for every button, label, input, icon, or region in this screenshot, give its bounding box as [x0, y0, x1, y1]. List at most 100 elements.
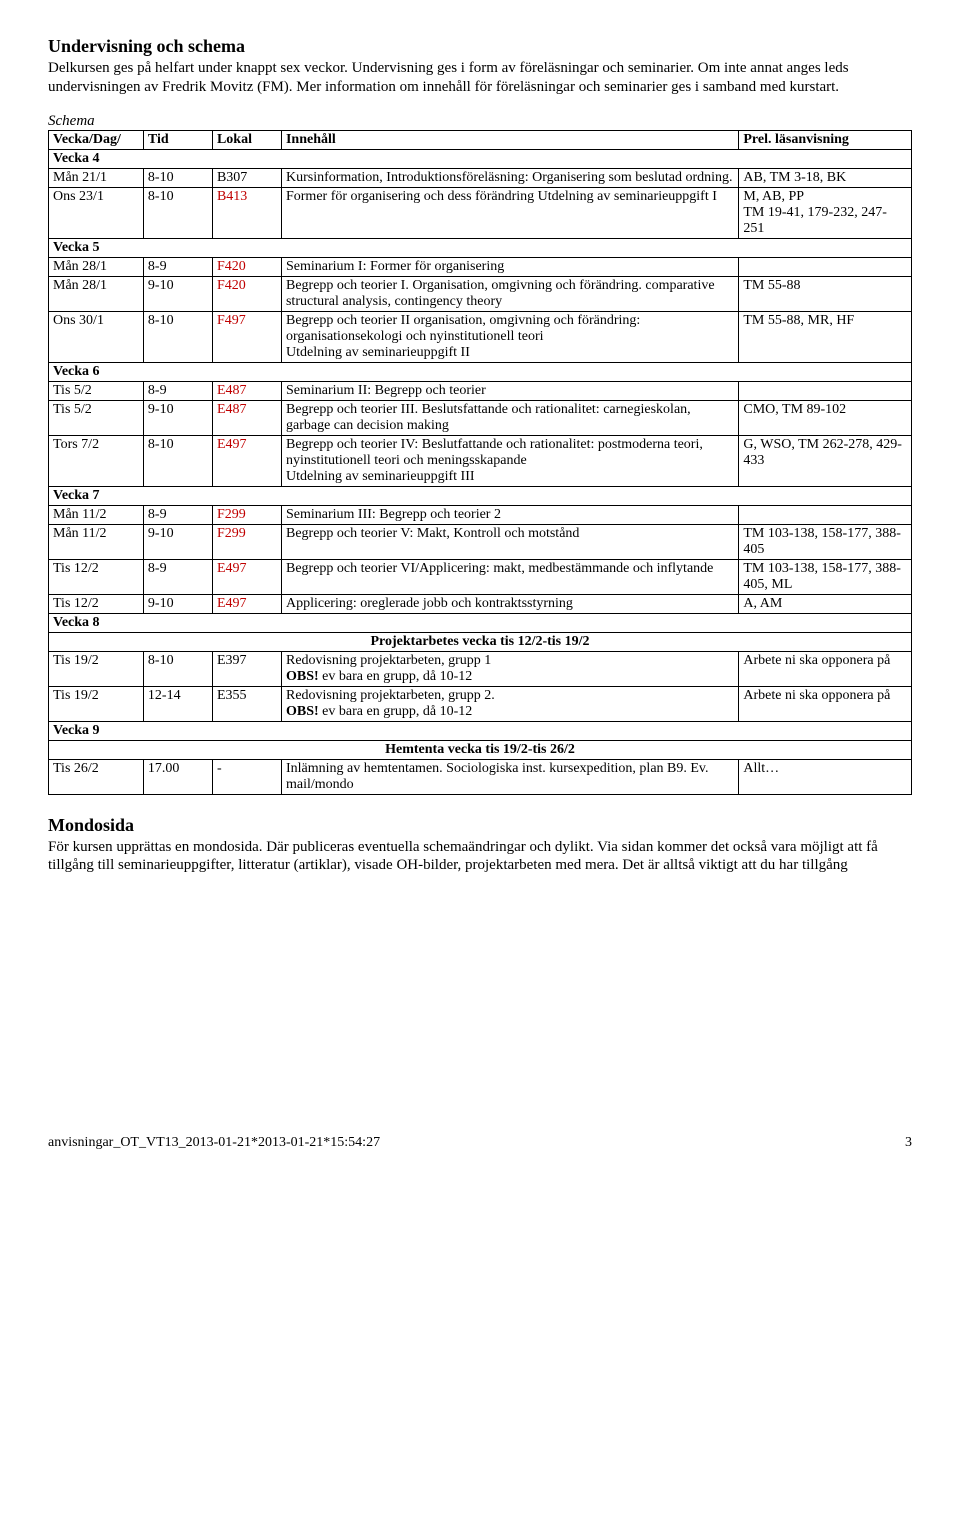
table-row: Tis 19/212-14E355Redovisning projektarbe…	[49, 686, 912, 721]
cell-tid: 8-10	[143, 651, 212, 686]
table-header-row: Vecka/Dag/ Tid Lokal Innehåll Prel. läsa…	[49, 130, 912, 149]
table-row: Vecka 5	[49, 238, 912, 257]
cell-prel: TM 103-138, 158-177, 388-405	[739, 524, 912, 559]
table-row: Vecka 8	[49, 613, 912, 632]
table-row: Tis 19/28-10E397Redovisning projektarbet…	[49, 651, 912, 686]
cell-date: Tis 5/2	[49, 381, 144, 400]
cell-date: Tis 19/2	[49, 651, 144, 686]
table-row: Mån 21/18-10B307Kursinformation, Introdu…	[49, 168, 912, 187]
cell-lokal: F299	[212, 505, 281, 524]
outro-text: För kursen upprättas en mondosida. Där p…	[48, 838, 912, 876]
col-header: Innehåll	[281, 130, 738, 149]
cell-tid: 9-10	[143, 524, 212, 559]
cell-lokal: B307	[212, 168, 281, 187]
cell-prel: Arbete ni ska opponera på	[739, 651, 912, 686]
cell-inneh: Kursinformation, Introduktionsföreläsnin…	[281, 168, 738, 187]
cell-inneh: Redovisning projektarbeten, grupp 2.OBS!…	[281, 686, 738, 721]
cell-date: Mån 21/1	[49, 168, 144, 187]
cell-tid: 9-10	[143, 594, 212, 613]
cell-date: Ons 23/1	[49, 187, 144, 238]
table-row: Tis 12/29-10E497Applicering: oreglerade …	[49, 594, 912, 613]
cell-prel: AB, TM 3-18, BK	[739, 168, 912, 187]
schema-label: Schema	[48, 113, 912, 130]
cell-lokal: F299	[212, 524, 281, 559]
col-header: Tid	[143, 130, 212, 149]
week-label: Vecka 6	[49, 362, 912, 381]
cell-tid: 9-10	[143, 276, 212, 311]
table-row: Mån 28/18-9F420Seminarium I: Former för …	[49, 257, 912, 276]
cell-inneh: Seminarium III: Begrepp och teorier 2	[281, 505, 738, 524]
cell-prel: TM 103-138, 158-177, 388-405, ML	[739, 559, 912, 594]
table-row: Ons 23/18-10B413Former för organisering …	[49, 187, 912, 238]
cell-inneh: Redovisning projektarbeten, grupp 1OBS! …	[281, 651, 738, 686]
intro-text: Delkursen ges på helfart under knappt se…	[48, 59, 912, 97]
cell-lokal: E497	[212, 559, 281, 594]
cell-inneh: Begrepp och teorier VI/Applicering: makt…	[281, 559, 738, 594]
cell-date: Tis 19/2	[49, 686, 144, 721]
cell-inneh: Seminarium II: Begrepp och teorier	[281, 381, 738, 400]
table-row: Tis 12/28-9E497Begrepp och teorier VI/Ap…	[49, 559, 912, 594]
week-label: Vecka 9	[49, 721, 912, 740]
cell-inneh: Begrepp och teorier I. Organisation, omg…	[281, 276, 738, 311]
cell-lokal: -	[212, 759, 281, 794]
section-label: Projektarbetes vecka tis 12/2-tis 19/2	[49, 632, 912, 651]
cell-prel: TM 55-88	[739, 276, 912, 311]
page-footer: anvisningar_OT_VT13_2013-01-21*2013-01-2…	[48, 1135, 912, 1151]
cell-date: Mån 28/1	[49, 276, 144, 311]
cell-lokal: E497	[212, 435, 281, 486]
col-header: Prel. läsanvisning	[739, 130, 912, 149]
week-label: Vecka 8	[49, 613, 912, 632]
section-heading: Mondosida	[48, 815, 912, 836]
cell-inneh: Begrepp och teorier II organisation, omg…	[281, 311, 738, 362]
cell-tid: 8-9	[143, 559, 212, 594]
week-label: Vecka 7	[49, 486, 912, 505]
table-row: Hemtenta vecka tis 19/2-tis 26/2	[49, 740, 912, 759]
cell-prel: TM 55-88, MR, HF	[739, 311, 912, 362]
cell-lokal: F420	[212, 276, 281, 311]
week-label: Vecka 4	[49, 149, 912, 168]
table-row: Vecka 4	[49, 149, 912, 168]
col-header: Vecka/Dag/	[49, 130, 144, 149]
cell-prel: G, WSO, TM 262-278, 429-433	[739, 435, 912, 486]
footer-right: 3	[905, 1135, 912, 1151]
cell-inneh: Inlämning av hemtentamen. Sociologiska i…	[281, 759, 738, 794]
cell-prel: M, AB, PPTM 19-41, 179-232, 247-251	[739, 187, 912, 238]
cell-lokal: E397	[212, 651, 281, 686]
cell-tid: 8-10	[143, 435, 212, 486]
cell-date: Tis 26/2	[49, 759, 144, 794]
cell-date: Tis 12/2	[49, 559, 144, 594]
schedule-table: Vecka/Dag/ Tid Lokal Innehåll Prel. läsa…	[48, 130, 912, 795]
table-row: Tis 5/29-10E487Begrepp och teorier III. …	[49, 400, 912, 435]
cell-date: Tis 12/2	[49, 594, 144, 613]
table-row: Vecka 6	[49, 362, 912, 381]
cell-inneh: Applicering: oreglerade jobb och kontrak…	[281, 594, 738, 613]
cell-prel	[739, 381, 912, 400]
cell-tid: 12-14	[143, 686, 212, 721]
cell-lokal: E487	[212, 400, 281, 435]
week-label: Vecka 5	[49, 238, 912, 257]
cell-lokal: F420	[212, 257, 281, 276]
cell-tid: 8-10	[143, 311, 212, 362]
table-row: Vecka 9	[49, 721, 912, 740]
cell-tid: 17.00	[143, 759, 212, 794]
cell-date: Ons 30/1	[49, 311, 144, 362]
cell-lokal: E487	[212, 381, 281, 400]
cell-date: Tis 5/2	[49, 400, 144, 435]
cell-inneh: Begrepp och teorier V: Makt, Kontroll oc…	[281, 524, 738, 559]
cell-inneh: Begrepp och teorier IV: Beslutfattande o…	[281, 435, 738, 486]
cell-prel: CMO, TM 89-102	[739, 400, 912, 435]
cell-tid: 9-10	[143, 400, 212, 435]
table-row: Ons 30/18-10F497Begrepp och teorier II o…	[49, 311, 912, 362]
table-row: Mån 11/29-10F299Begrepp och teorier V: M…	[49, 524, 912, 559]
page-heading: Undervisning och schema	[48, 36, 912, 57]
cell-tid: 8-10	[143, 168, 212, 187]
table-row: Vecka 7	[49, 486, 912, 505]
cell-date: Mån 11/2	[49, 524, 144, 559]
table-row: Mån 28/19-10F420Begrepp och teorier I. O…	[49, 276, 912, 311]
cell-prel: A, AM	[739, 594, 912, 613]
cell-date: Tors 7/2	[49, 435, 144, 486]
table-row: Mån 11/28-9F299Seminarium III: Begrepp o…	[49, 505, 912, 524]
cell-lokal: F497	[212, 311, 281, 362]
col-header: Lokal	[212, 130, 281, 149]
footer-left: anvisningar_OT_VT13_2013-01-21*2013-01-2…	[48, 1135, 380, 1151]
